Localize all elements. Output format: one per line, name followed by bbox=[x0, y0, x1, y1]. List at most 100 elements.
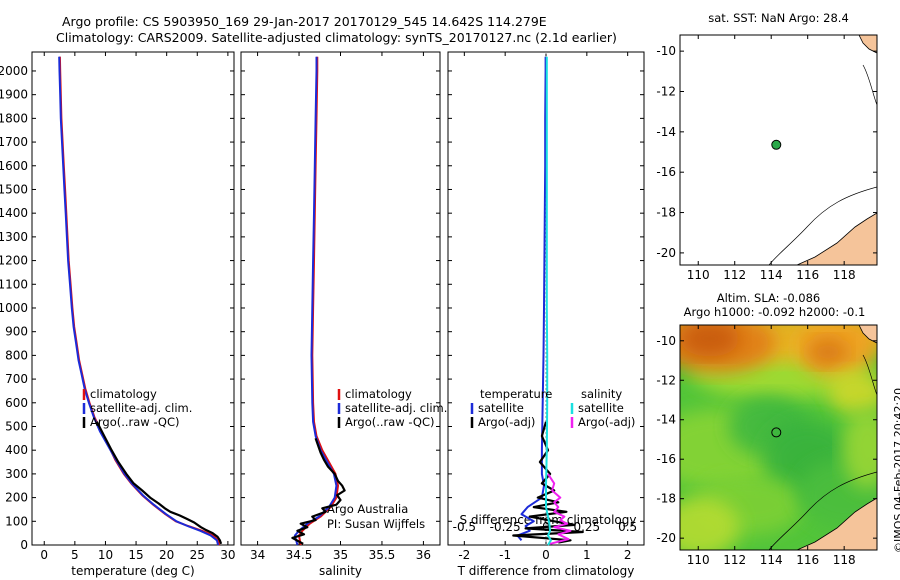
land-patch bbox=[858, 35, 877, 54]
legend-label: Argo(-adj) bbox=[578, 415, 635, 429]
x-tick-label: 114 bbox=[760, 553, 783, 567]
sla-blob bbox=[842, 408, 877, 489]
y-tick-label: -18 bbox=[656, 492, 676, 506]
x-tick-label: 5 bbox=[71, 548, 79, 562]
x-tick-label: 10 bbox=[98, 548, 113, 562]
y-tick-label: 1800 bbox=[0, 111, 28, 125]
title-line-2: Climatology: CARS2009. Satellite-adjuste… bbox=[56, 30, 617, 45]
legend-label: Argo(..raw -QC) bbox=[345, 415, 435, 429]
y-tick-label: -12 bbox=[656, 84, 676, 98]
y-tick-label: 400 bbox=[5, 443, 28, 457]
x-tick-label: 30 bbox=[220, 548, 235, 562]
s-tick-label: -0.25 bbox=[490, 520, 521, 534]
x-tick-label: 15 bbox=[128, 548, 143, 562]
x-tick-label: -1 bbox=[499, 548, 511, 562]
y-tick-label: 1400 bbox=[0, 206, 28, 220]
x-axis-label: salinity bbox=[319, 564, 362, 578]
x-tick-label: 110 bbox=[687, 553, 710, 567]
shelf-contour bbox=[862, 354, 877, 396]
y-tick-label: 2000 bbox=[0, 64, 28, 78]
x-tick-label: 20 bbox=[159, 548, 174, 562]
series-line bbox=[58, 56, 220, 546]
annotation-text: PI: Susan Wijffels bbox=[327, 517, 425, 531]
y-tick-label: -16 bbox=[656, 165, 676, 179]
y-tick-label: -18 bbox=[656, 206, 676, 220]
legend-label: satellite bbox=[578, 401, 624, 415]
land bbox=[768, 325, 877, 550]
x-tick-label: 118 bbox=[833, 553, 856, 567]
y-tick-label: -16 bbox=[656, 452, 676, 466]
map-title: Altim. SLA: -0.086 bbox=[717, 291, 821, 305]
x-tick-label: 116 bbox=[796, 553, 819, 567]
x-tick-label: 36 bbox=[416, 548, 431, 562]
map-title: sat. SST: NaN Argo: 28.4 bbox=[708, 11, 849, 25]
y-tick-label: -10 bbox=[656, 44, 676, 58]
map-frame bbox=[679, 324, 878, 551]
sla-field bbox=[680, 325, 877, 550]
y-tick-label: -14 bbox=[656, 125, 676, 139]
legend-label: temperature bbox=[480, 387, 552, 401]
annotation-text: Argo Australia bbox=[327, 502, 408, 516]
series-line bbox=[547, 473, 572, 545]
x-tick-label: 114 bbox=[760, 268, 783, 282]
series-line bbox=[545, 56, 552, 546]
y-tick-label: -10 bbox=[656, 334, 676, 348]
x-tick-label: 35.5 bbox=[369, 548, 396, 562]
series-line bbox=[512, 421, 584, 544]
y-tick-label: 1900 bbox=[0, 88, 28, 102]
y-tick-label: 300 bbox=[5, 467, 28, 481]
y-tick-label: 100 bbox=[5, 514, 28, 528]
legend-label: satellite-adj. clim. bbox=[90, 401, 192, 415]
y-tick-label: 1100 bbox=[0, 277, 28, 291]
series-line bbox=[516, 56, 547, 541]
y-tick-label: 900 bbox=[5, 325, 28, 339]
legend-label: satellite bbox=[478, 401, 524, 415]
land bbox=[768, 35, 877, 265]
x-tick-label: -2 bbox=[458, 548, 470, 562]
y-tick-label: 500 bbox=[5, 419, 28, 433]
y-tick-label: 600 bbox=[5, 396, 28, 410]
legend-label: climatology bbox=[90, 387, 157, 401]
x-tick-label: 25 bbox=[190, 548, 205, 562]
map-subtitle: Argo h1000: -0.092 h2000: -0.1 bbox=[684, 305, 866, 319]
shelf-contour bbox=[862, 64, 877, 106]
sla-blob bbox=[827, 370, 877, 415]
imos-timestamp: ©IMOS 04-Feb-2017 20:42:20 bbox=[892, 387, 900, 553]
y-tick-label: 1200 bbox=[0, 254, 28, 268]
title-line-1: Argo profile: CS 5903950_169 29-Jan-2017… bbox=[62, 14, 547, 29]
y-tick-label: -12 bbox=[656, 373, 676, 387]
s-tick-label: 0.5 bbox=[618, 520, 637, 534]
x-tick-label: 34 bbox=[250, 548, 265, 562]
map-frame bbox=[679, 34, 878, 266]
land-patch bbox=[796, 212, 877, 265]
s-tick-label: -0.5 bbox=[453, 520, 476, 534]
y-tick-label: 200 bbox=[5, 491, 28, 505]
y-tick-label: 1300 bbox=[0, 230, 28, 244]
x-tick-label: 110 bbox=[687, 268, 710, 282]
y-tick-label: 700 bbox=[5, 372, 28, 386]
panel-sst: 110 112 114 116 118 -10 -12 -14 -16 -18 -20 sat. SS… bbox=[656, 11, 878, 282]
argo-position-marker bbox=[771, 427, 782, 438]
panel-difference: -2 -1 0 1 2 T difference from climatology -0.5… bbox=[447, 51, 645, 578]
legend-label: satellite-adj. clim. bbox=[345, 401, 447, 415]
x-axis-label: T difference from climatology bbox=[457, 564, 635, 578]
land-patch bbox=[796, 497, 877, 550]
x-tick-label: 118 bbox=[833, 268, 856, 282]
x-tick-label: 2 bbox=[624, 548, 632, 562]
argo-position-marker bbox=[771, 139, 782, 150]
x-tick-label: 35 bbox=[333, 548, 348, 562]
y-tick-label: -20 bbox=[656, 246, 676, 260]
y-tick-label: 1000 bbox=[0, 301, 28, 315]
x-tick-label: 0 bbox=[40, 548, 48, 562]
shelf-contour bbox=[768, 186, 877, 265]
legend-label: salinity bbox=[581, 387, 622, 401]
panel-sla: 110 112 114 116 118 -10 -12 -14 -16 -18 -20 Altim. … bbox=[656, 291, 878, 567]
legend-label: climatology bbox=[345, 387, 412, 401]
legend-label: Argo(..raw -QC) bbox=[90, 415, 180, 429]
series-line bbox=[291, 437, 346, 545]
s-tick-label: 0.25 bbox=[573, 520, 600, 534]
y-tick-label: -20 bbox=[656, 531, 676, 545]
series-line bbox=[95, 421, 223, 545]
sla-blob bbox=[807, 338, 848, 366]
